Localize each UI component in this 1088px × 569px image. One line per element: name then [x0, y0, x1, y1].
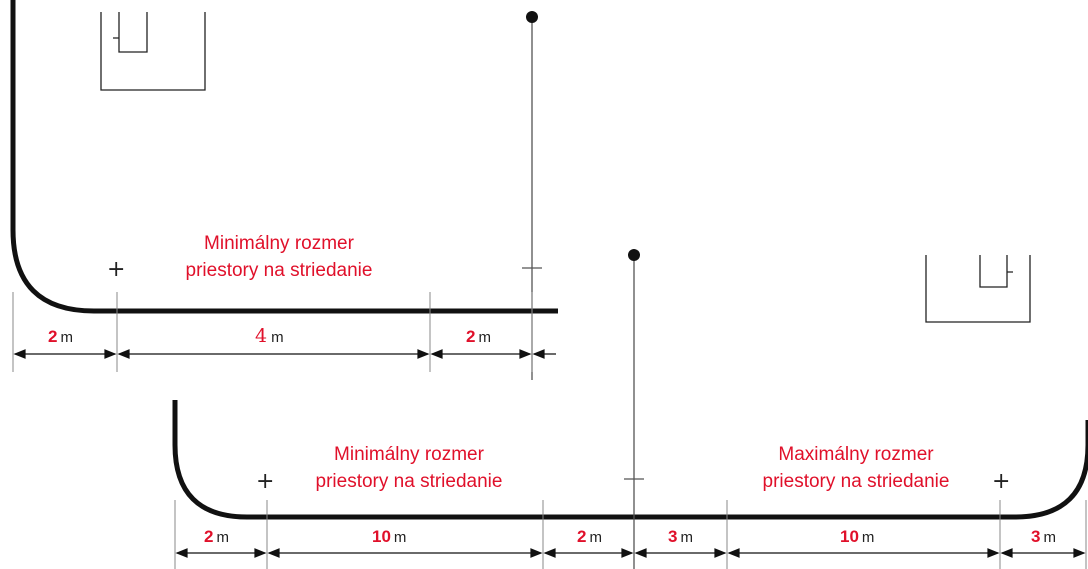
bottom-dim-2: 10 m	[372, 527, 406, 546]
bottom-rink-board	[172, 400, 1088, 520]
bottom-goal-frame	[925, 255, 1031, 323]
bottom-max-label-line2: priestory na striedanie	[763, 471, 950, 492]
bottom-rink-section: + + Minimálny rozmer priestory na stried…	[172, 249, 1088, 569]
bottom-dimension-arrows	[175, 548, 1086, 558]
bottom-min-label-line1: Minimálny rozmer	[334, 444, 485, 465]
bottom-min-label-line2: priestory na striedanie	[316, 471, 503, 492]
bottom-dim-5: 10 m	[840, 527, 874, 546]
top-center-marker	[526, 11, 538, 23]
top-rink-board	[10, 0, 558, 314]
bottom-plus-marker-right: +	[992, 469, 1010, 494]
top-dimension-arrows	[13, 349, 556, 359]
bottom-goal-net	[979, 255, 1013, 288]
top-zone-label-line1: Minimálny rozmer	[204, 233, 355, 254]
bottom-max-label-line1: Maximálny rozmer	[778, 444, 934, 465]
top-plus-marker: +	[107, 257, 125, 282]
top-goal-frame	[100, 12, 206, 91]
top-zone-label-line2: priestory na striedanie	[186, 260, 373, 281]
top-goal-net	[113, 12, 148, 53]
bottom-center-marker	[628, 249, 640, 261]
top-rink-section: + Minimálny rozmer priestory na striedan…	[10, 0, 558, 380]
top-extension-lines	[12, 292, 533, 372]
bottom-extension-lines	[174, 500, 1087, 569]
bottom-plus-marker-left: +	[256, 469, 274, 494]
